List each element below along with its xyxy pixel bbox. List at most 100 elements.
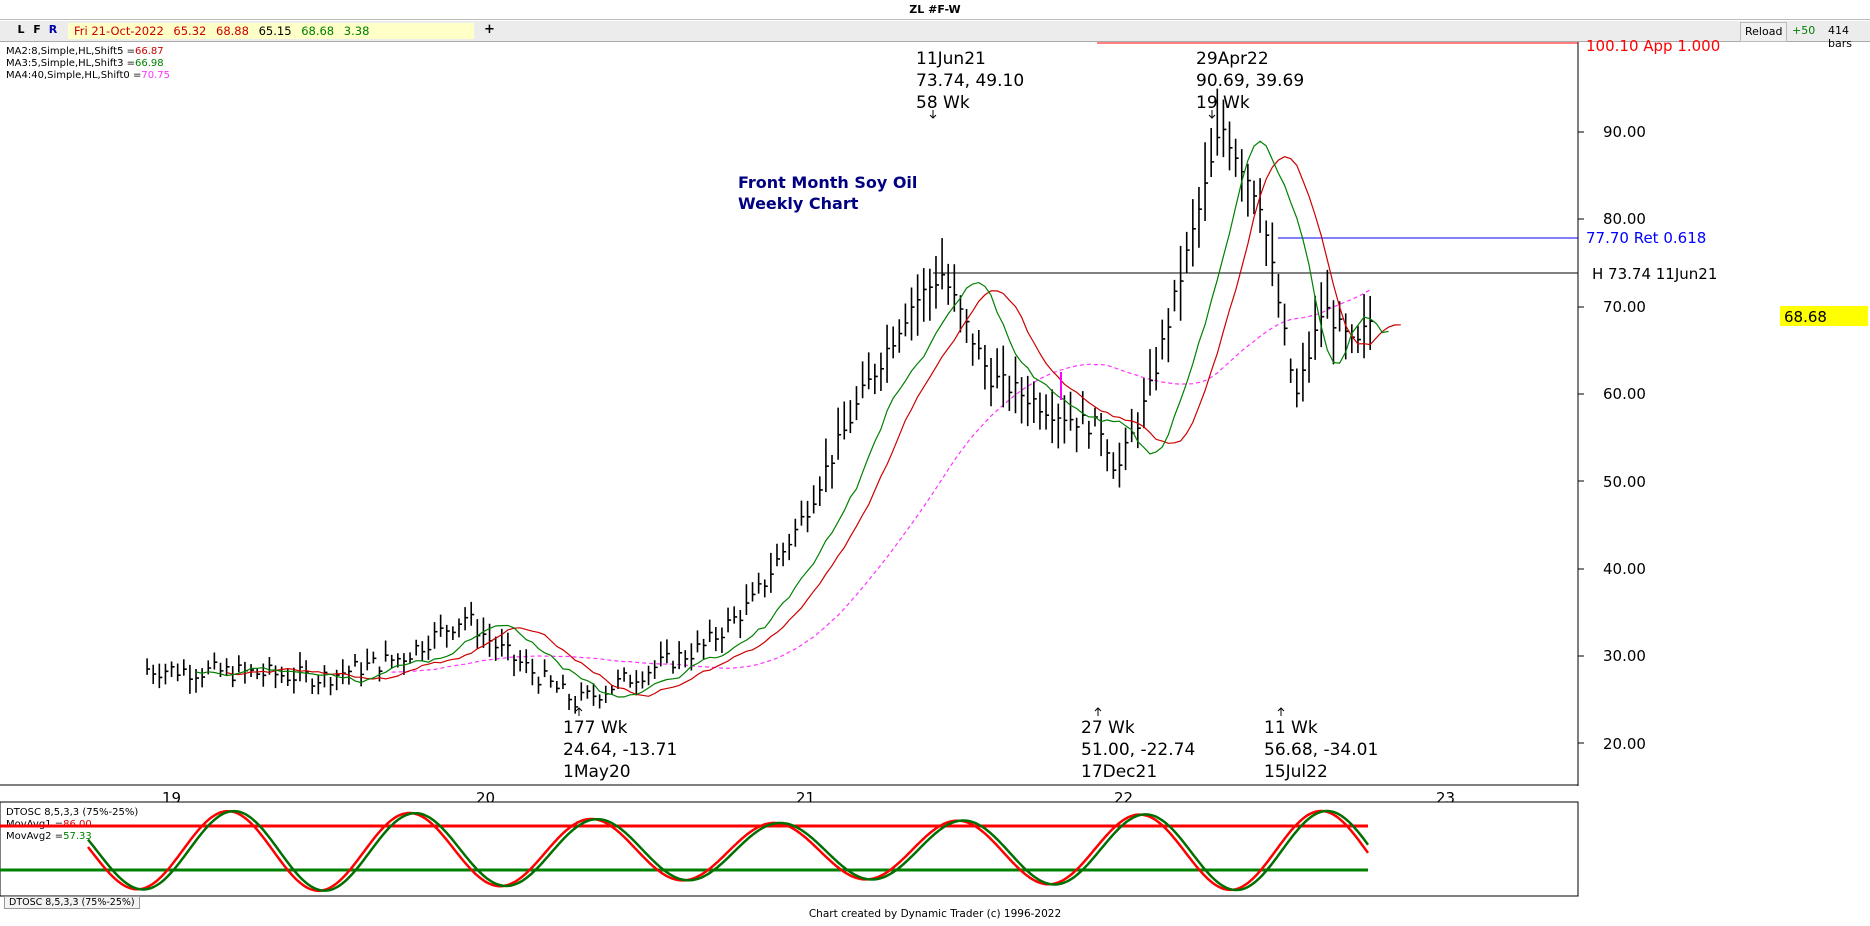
hi2-vals: 90.69, 39.69 [1196,71,1304,91]
price-bar [1283,303,1288,346]
oscillator-lines [87,809,1370,892]
price-bar [727,607,732,633]
price-bar [1112,452,1117,479]
price-bar [421,641,426,662]
y-tick-60: 60.00 [1603,385,1646,403]
osc-slow-line [87,809,1370,892]
quote-bar: Fri 21-Oct-2022 65.32 68.88 65.15 68.68 … [68,23,474,39]
price-bar [1277,273,1282,318]
price-bar [1143,378,1147,429]
price-bar [825,438,829,493]
quote-open: 65.32 [173,24,207,38]
price-bar [433,622,438,649]
legend-ma4-value: 70.75 [141,70,170,81]
price-bar [996,348,1001,389]
price-bar [152,664,157,684]
price-bar [745,584,750,616]
oscillator-tab[interactable]: DTOSC 8,5,3,3 (75%-25%) [4,896,140,909]
osc-mov2-value: 57.33 [63,831,92,842]
price-bar [592,683,597,706]
hi1-vals: 73.74, 49.10 [916,71,1024,91]
price-bar [537,676,542,694]
y-tick-20: 20.00 [1603,735,1646,753]
price-bar [1308,331,1313,383]
price-bar [831,455,836,489]
price-bar [1088,420,1092,449]
price-bar [721,627,725,653]
price-bar [977,330,982,360]
price-bar [782,542,787,567]
price-bar [201,668,206,688]
price-bar [543,659,548,678]
price-bar [335,669,340,691]
price-bar [941,238,946,290]
price-bar [1198,186,1202,248]
price-bar [366,648,371,671]
price-bar [788,533,793,561]
ma2-line [226,156,1401,697]
price-bar [666,639,670,664]
svg-text:MA4:40,Simple,HL,Shift0 =70.75: MA4:40,Simple,HL,Shift0 =70.75 [6,70,170,81]
price-bar [439,614,444,637]
price-bar [562,674,566,689]
price-bar [250,664,255,677]
lo3-date: 15Jul22 [1264,762,1328,782]
y-tick-90: 90.00 [1603,123,1646,141]
reload-button[interactable]: Reload [1740,22,1788,42]
price-bar [1002,345,1007,408]
price-bar [971,333,976,366]
hi1-date: 11Jun21 [916,49,986,69]
price-bar [452,626,456,640]
legend-ma3-value: 66.98 [135,58,164,69]
price-bar [1185,231,1190,273]
price-bar [1039,392,1043,430]
price-bar [549,675,554,688]
price-bar [372,651,377,664]
price-bar [1222,99,1227,158]
price-bar [256,668,261,680]
price-bar [1234,138,1239,177]
osc-fast-line [87,809,1370,892]
arrow-hi2 [1208,110,1216,119]
price-bar [910,287,915,341]
l-button[interactable]: L [17,23,25,36]
arrow-lo1 [575,707,583,716]
lo3-vals: 56.68, -34.01 [1264,740,1378,760]
price-bar [739,609,744,639]
price-bar [182,659,187,676]
price-bar [1020,377,1025,424]
price-bar [262,663,267,687]
price-bar [507,632,511,661]
price-bar [1155,346,1160,391]
arrow-lo2 [1094,707,1102,716]
price-bar [770,552,774,593]
price-bar [659,641,664,667]
r-button[interactable]: R [48,23,58,36]
ret-label: 77.70 Ret 0.618 [1586,229,1706,247]
price-bar [794,518,799,547]
ma3-line [195,140,1389,698]
price-bar [1357,325,1361,354]
y-tick-50: 50.00 [1603,473,1646,491]
price-bar [776,543,780,567]
price-bar [1100,413,1105,457]
price-bar [586,685,591,699]
quote-close: 68.68 [301,24,335,38]
f-button[interactable]: F [33,23,41,36]
price-bar [922,268,927,322]
price-bar [1069,391,1074,431]
price-bar [1216,88,1221,156]
hi1-wk: 58 Wk [916,93,970,113]
legend-ma3: MA3:5,Simple,HL,Shift3 = [6,58,135,69]
price-bar [806,500,811,533]
price-bar [617,669,621,690]
add-icon[interactable]: + [484,22,495,37]
step-button[interactable]: +50 [1792,24,1816,37]
price-bar [519,650,524,672]
price-bar [696,630,701,653]
price-bar [702,638,707,660]
price-bar [458,618,462,638]
price-bar [1320,282,1325,348]
price-bar [1130,408,1135,443]
price-bar [482,617,487,648]
